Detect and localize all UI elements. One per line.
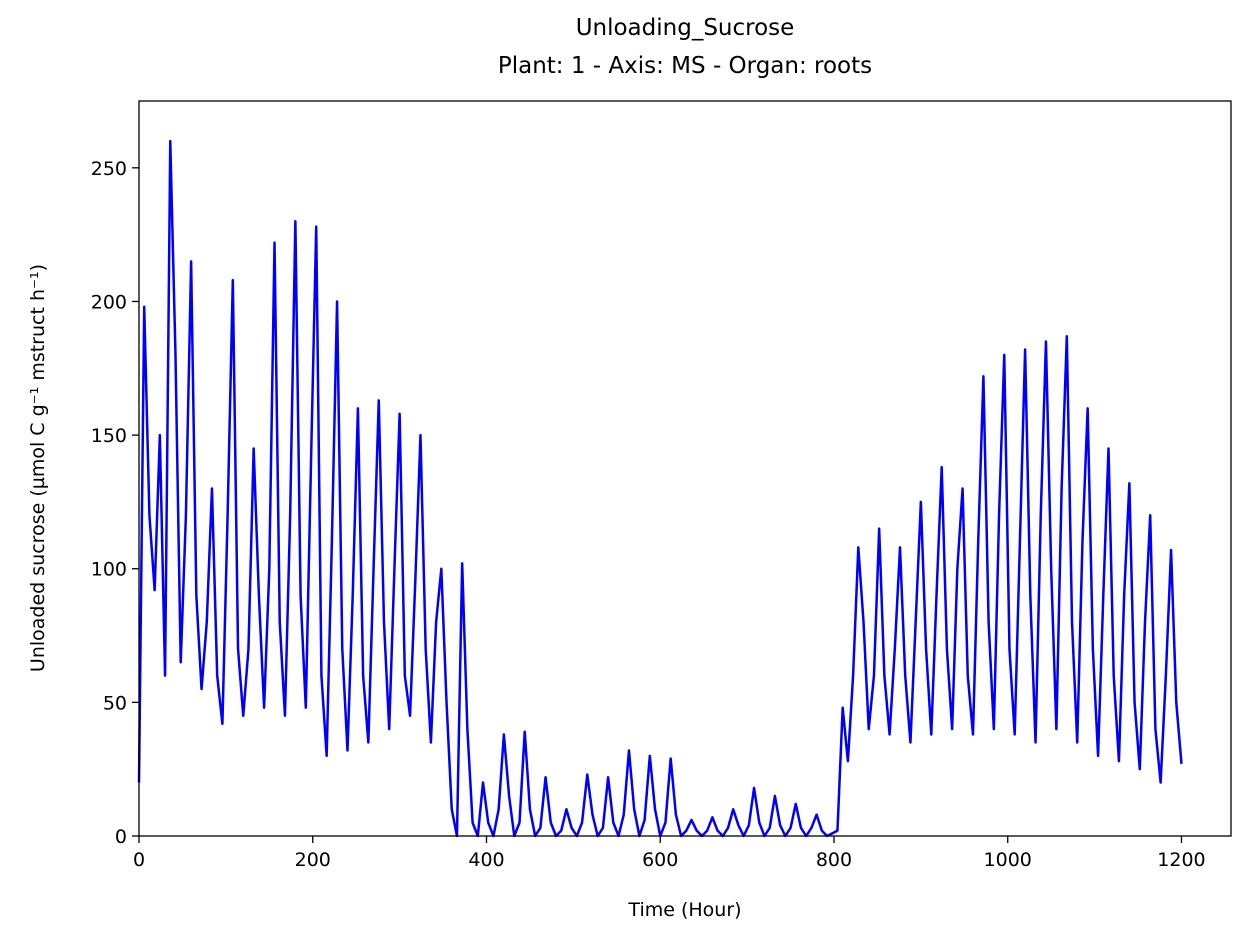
plot-frame (138, 100, 1232, 837)
line-series (137, 139, 1183, 838)
y-tick-label: 0 (115, 826, 127, 848)
x-tick-label: 400 (468, 849, 504, 871)
y-tick-label: 50 (103, 692, 127, 714)
x-tick-label: 600 (642, 849, 678, 871)
y-tick-label: 150 (91, 425, 127, 447)
x-tick-label: 1200 (1157, 849, 1205, 871)
x-tick-label: 800 (816, 849, 852, 871)
y-tick-label: 250 (91, 158, 127, 180)
x-tick-label: 0 (133, 849, 145, 871)
x-tick-label: 1000 (984, 849, 1032, 871)
x-axis-label: Time (Hour) (627, 899, 741, 921)
y-axis-label: Unloaded sucrose (µmol C g⁻¹ mstruct h⁻¹… (27, 264, 49, 672)
x-tick-label: 200 (295, 849, 331, 871)
y-tick-label: 200 (91, 291, 127, 313)
chart-title: Unloading_Sucrose (576, 15, 795, 41)
chart-subtitle: Plant: 1 - Axis: MS - Organ: roots (498, 53, 872, 79)
y-tick-label: 100 (91, 559, 127, 581)
